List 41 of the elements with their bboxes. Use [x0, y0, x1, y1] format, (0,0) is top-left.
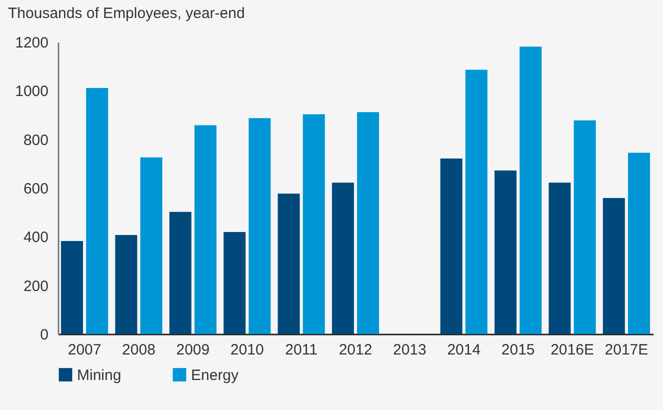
bar	[548, 182, 571, 334]
x-tick-label: 2007	[68, 342, 102, 358]
y-tick-label: 1200	[15, 34, 48, 52]
bar	[194, 125, 216, 334]
bar	[61, 241, 84, 334]
x-tick-label: 2008	[122, 342, 156, 358]
y-tick-label: 400	[23, 229, 48, 246]
bar	[302, 114, 325, 334]
bar	[248, 118, 271, 334]
x-tick-label: 2016E	[550, 342, 594, 358]
y-tick-label: 200	[23, 278, 48, 295]
x-tick-label: 2010	[230, 342, 264, 358]
bar	[465, 70, 488, 334]
x-tick-label: 2012	[338, 342, 372, 358]
bar	[602, 198, 625, 334]
bar	[332, 182, 354, 334]
chart-title: Thousands of Employees, year-end	[8, 5, 245, 22]
x-tick-label: 2017E	[604, 342, 648, 358]
bar	[115, 234, 138, 334]
bar	[357, 112, 380, 334]
x-tick-label: 2014	[447, 342, 481, 358]
bar	[574, 120, 596, 334]
y-tick-label: 1000	[15, 83, 48, 100]
x-tick-label: 2011	[285, 342, 318, 358]
bar	[169, 212, 192, 334]
bar	[140, 157, 162, 334]
bar	[520, 46, 542, 334]
bar	[278, 194, 300, 334]
legend-label: Mining	[77, 366, 122, 384]
bar	[494, 170, 517, 334]
bar	[86, 88, 108, 334]
x-tick-label: 2015	[501, 342, 535, 358]
y-tick-label: 800	[23, 132, 48, 149]
x-tick-label: 2009	[176, 342, 210, 358]
legend-label: Energy	[191, 366, 240, 384]
y-tick-label: 0	[40, 326, 48, 344]
bar	[440, 158, 462, 334]
y-tick-label: 600	[23, 180, 48, 198]
bar	[224, 232, 246, 334]
bar	[628, 152, 650, 334]
x-tick-label: 2013	[393, 342, 426, 358]
